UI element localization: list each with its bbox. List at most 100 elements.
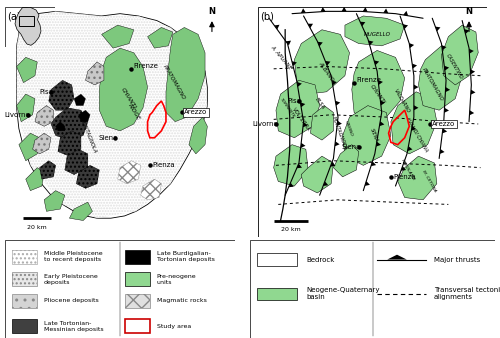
Text: Firenze: Firenze bbox=[134, 63, 158, 69]
Polygon shape bbox=[300, 102, 306, 107]
Polygon shape bbox=[401, 166, 406, 171]
Text: N: N bbox=[208, 7, 216, 16]
Text: RAPOLANO: RAPOLANO bbox=[400, 159, 416, 182]
Polygon shape bbox=[310, 105, 334, 140]
Text: (b): (b) bbox=[260, 11, 274, 21]
Text: Late Tortonian-
Messinian deposits: Late Tortonian- Messinian deposits bbox=[44, 321, 104, 332]
Polygon shape bbox=[442, 128, 447, 134]
Polygon shape bbox=[148, 27, 173, 48]
Polygon shape bbox=[16, 11, 208, 218]
Polygon shape bbox=[100, 48, 148, 131]
Polygon shape bbox=[294, 30, 350, 94]
Bar bbox=[124, 294, 150, 308]
Bar bbox=[12, 319, 37, 333]
Text: Arezzo: Arezzo bbox=[432, 121, 456, 127]
Polygon shape bbox=[19, 133, 40, 161]
Text: MONTAGNOLA: MONTAGNOLA bbox=[331, 116, 347, 150]
Text: 20 km: 20 km bbox=[281, 227, 301, 233]
Polygon shape bbox=[446, 87, 450, 92]
Text: Bedrock: Bedrock bbox=[306, 257, 334, 263]
Polygon shape bbox=[330, 162, 336, 167]
Polygon shape bbox=[408, 146, 412, 151]
Bar bbox=[258, 253, 296, 266]
Bar bbox=[124, 319, 150, 333]
Polygon shape bbox=[418, 46, 462, 110]
Polygon shape bbox=[274, 145, 308, 186]
Polygon shape bbox=[334, 145, 358, 177]
Polygon shape bbox=[308, 24, 313, 28]
Polygon shape bbox=[337, 121, 342, 126]
Polygon shape bbox=[403, 24, 408, 29]
Text: Siena: Siena bbox=[98, 135, 117, 141]
Text: VOLTERRA: VOLTERRA bbox=[291, 106, 312, 132]
Polygon shape bbox=[360, 22, 366, 26]
Polygon shape bbox=[412, 64, 417, 69]
Text: Transversal tectonic
alignments: Transversal tectonic alignments bbox=[434, 287, 500, 300]
Text: Firenze: Firenze bbox=[356, 77, 382, 82]
Text: N: N bbox=[466, 7, 472, 16]
Polygon shape bbox=[166, 27, 205, 122]
Bar bbox=[12, 272, 37, 286]
Text: Arezzo: Arezzo bbox=[184, 110, 208, 116]
Polygon shape bbox=[368, 41, 374, 45]
Polygon shape bbox=[297, 82, 302, 87]
Text: MUGELLO: MUGELLO bbox=[364, 32, 390, 37]
Polygon shape bbox=[440, 149, 444, 154]
Polygon shape bbox=[15, 7, 41, 45]
Polygon shape bbox=[325, 61, 330, 66]
Text: VALDARNO: VALDARNO bbox=[392, 88, 410, 114]
Text: (a): (a) bbox=[8, 11, 21, 21]
Text: TORRENTE: TORRENTE bbox=[279, 97, 296, 119]
Polygon shape bbox=[51, 108, 88, 140]
Polygon shape bbox=[378, 80, 383, 85]
Polygon shape bbox=[86, 62, 104, 85]
Polygon shape bbox=[335, 141, 340, 146]
Text: Middle Pleistocene
to recent deposits: Middle Pleistocene to recent deposits bbox=[44, 251, 102, 262]
Text: Study area: Study area bbox=[157, 324, 191, 329]
Polygon shape bbox=[286, 41, 291, 45]
Text: M. CETONA: M. CETONA bbox=[421, 170, 436, 193]
Polygon shape bbox=[16, 57, 38, 82]
Polygon shape bbox=[336, 101, 340, 106]
Polygon shape bbox=[16, 11, 208, 218]
Polygon shape bbox=[32, 133, 51, 154]
Polygon shape bbox=[323, 181, 328, 186]
Polygon shape bbox=[276, 80, 320, 138]
Polygon shape bbox=[470, 90, 476, 95]
Text: MONTAGNOLA: MONTAGNOLA bbox=[78, 117, 97, 154]
Text: A. APUANE: A. APUANE bbox=[269, 44, 292, 70]
Polygon shape bbox=[391, 92, 437, 154]
Polygon shape bbox=[464, 29, 469, 34]
Bar bbox=[12, 294, 37, 308]
Polygon shape bbox=[76, 165, 100, 188]
Bar bbox=[258, 288, 296, 300]
Polygon shape bbox=[58, 131, 81, 156]
Text: Livorno: Livorno bbox=[4, 112, 30, 118]
Polygon shape bbox=[342, 105, 391, 165]
Polygon shape bbox=[48, 80, 74, 110]
Polygon shape bbox=[332, 80, 337, 86]
Polygon shape bbox=[303, 122, 308, 127]
Polygon shape bbox=[292, 61, 297, 66]
Polygon shape bbox=[35, 105, 54, 126]
Polygon shape bbox=[16, 94, 35, 122]
Polygon shape bbox=[371, 161, 376, 166]
Text: 20 km: 20 km bbox=[28, 225, 47, 230]
Text: Neogene-Quaternary
basin: Neogene-Quaternary basin bbox=[306, 287, 380, 300]
Text: Pienza: Pienza bbox=[152, 162, 175, 168]
Polygon shape bbox=[342, 7, 346, 11]
Polygon shape bbox=[387, 255, 407, 260]
Polygon shape bbox=[352, 50, 405, 122]
Bar bbox=[12, 272, 37, 286]
Polygon shape bbox=[78, 110, 90, 122]
Polygon shape bbox=[274, 25, 280, 29]
Polygon shape bbox=[412, 126, 416, 131]
Polygon shape bbox=[362, 7, 368, 12]
Polygon shape bbox=[470, 110, 474, 115]
Polygon shape bbox=[26, 168, 44, 191]
Polygon shape bbox=[444, 108, 449, 113]
Text: Pisa: Pisa bbox=[40, 89, 54, 95]
Bar bbox=[19, 17, 34, 26]
Polygon shape bbox=[376, 142, 381, 147]
Polygon shape bbox=[102, 25, 134, 48]
